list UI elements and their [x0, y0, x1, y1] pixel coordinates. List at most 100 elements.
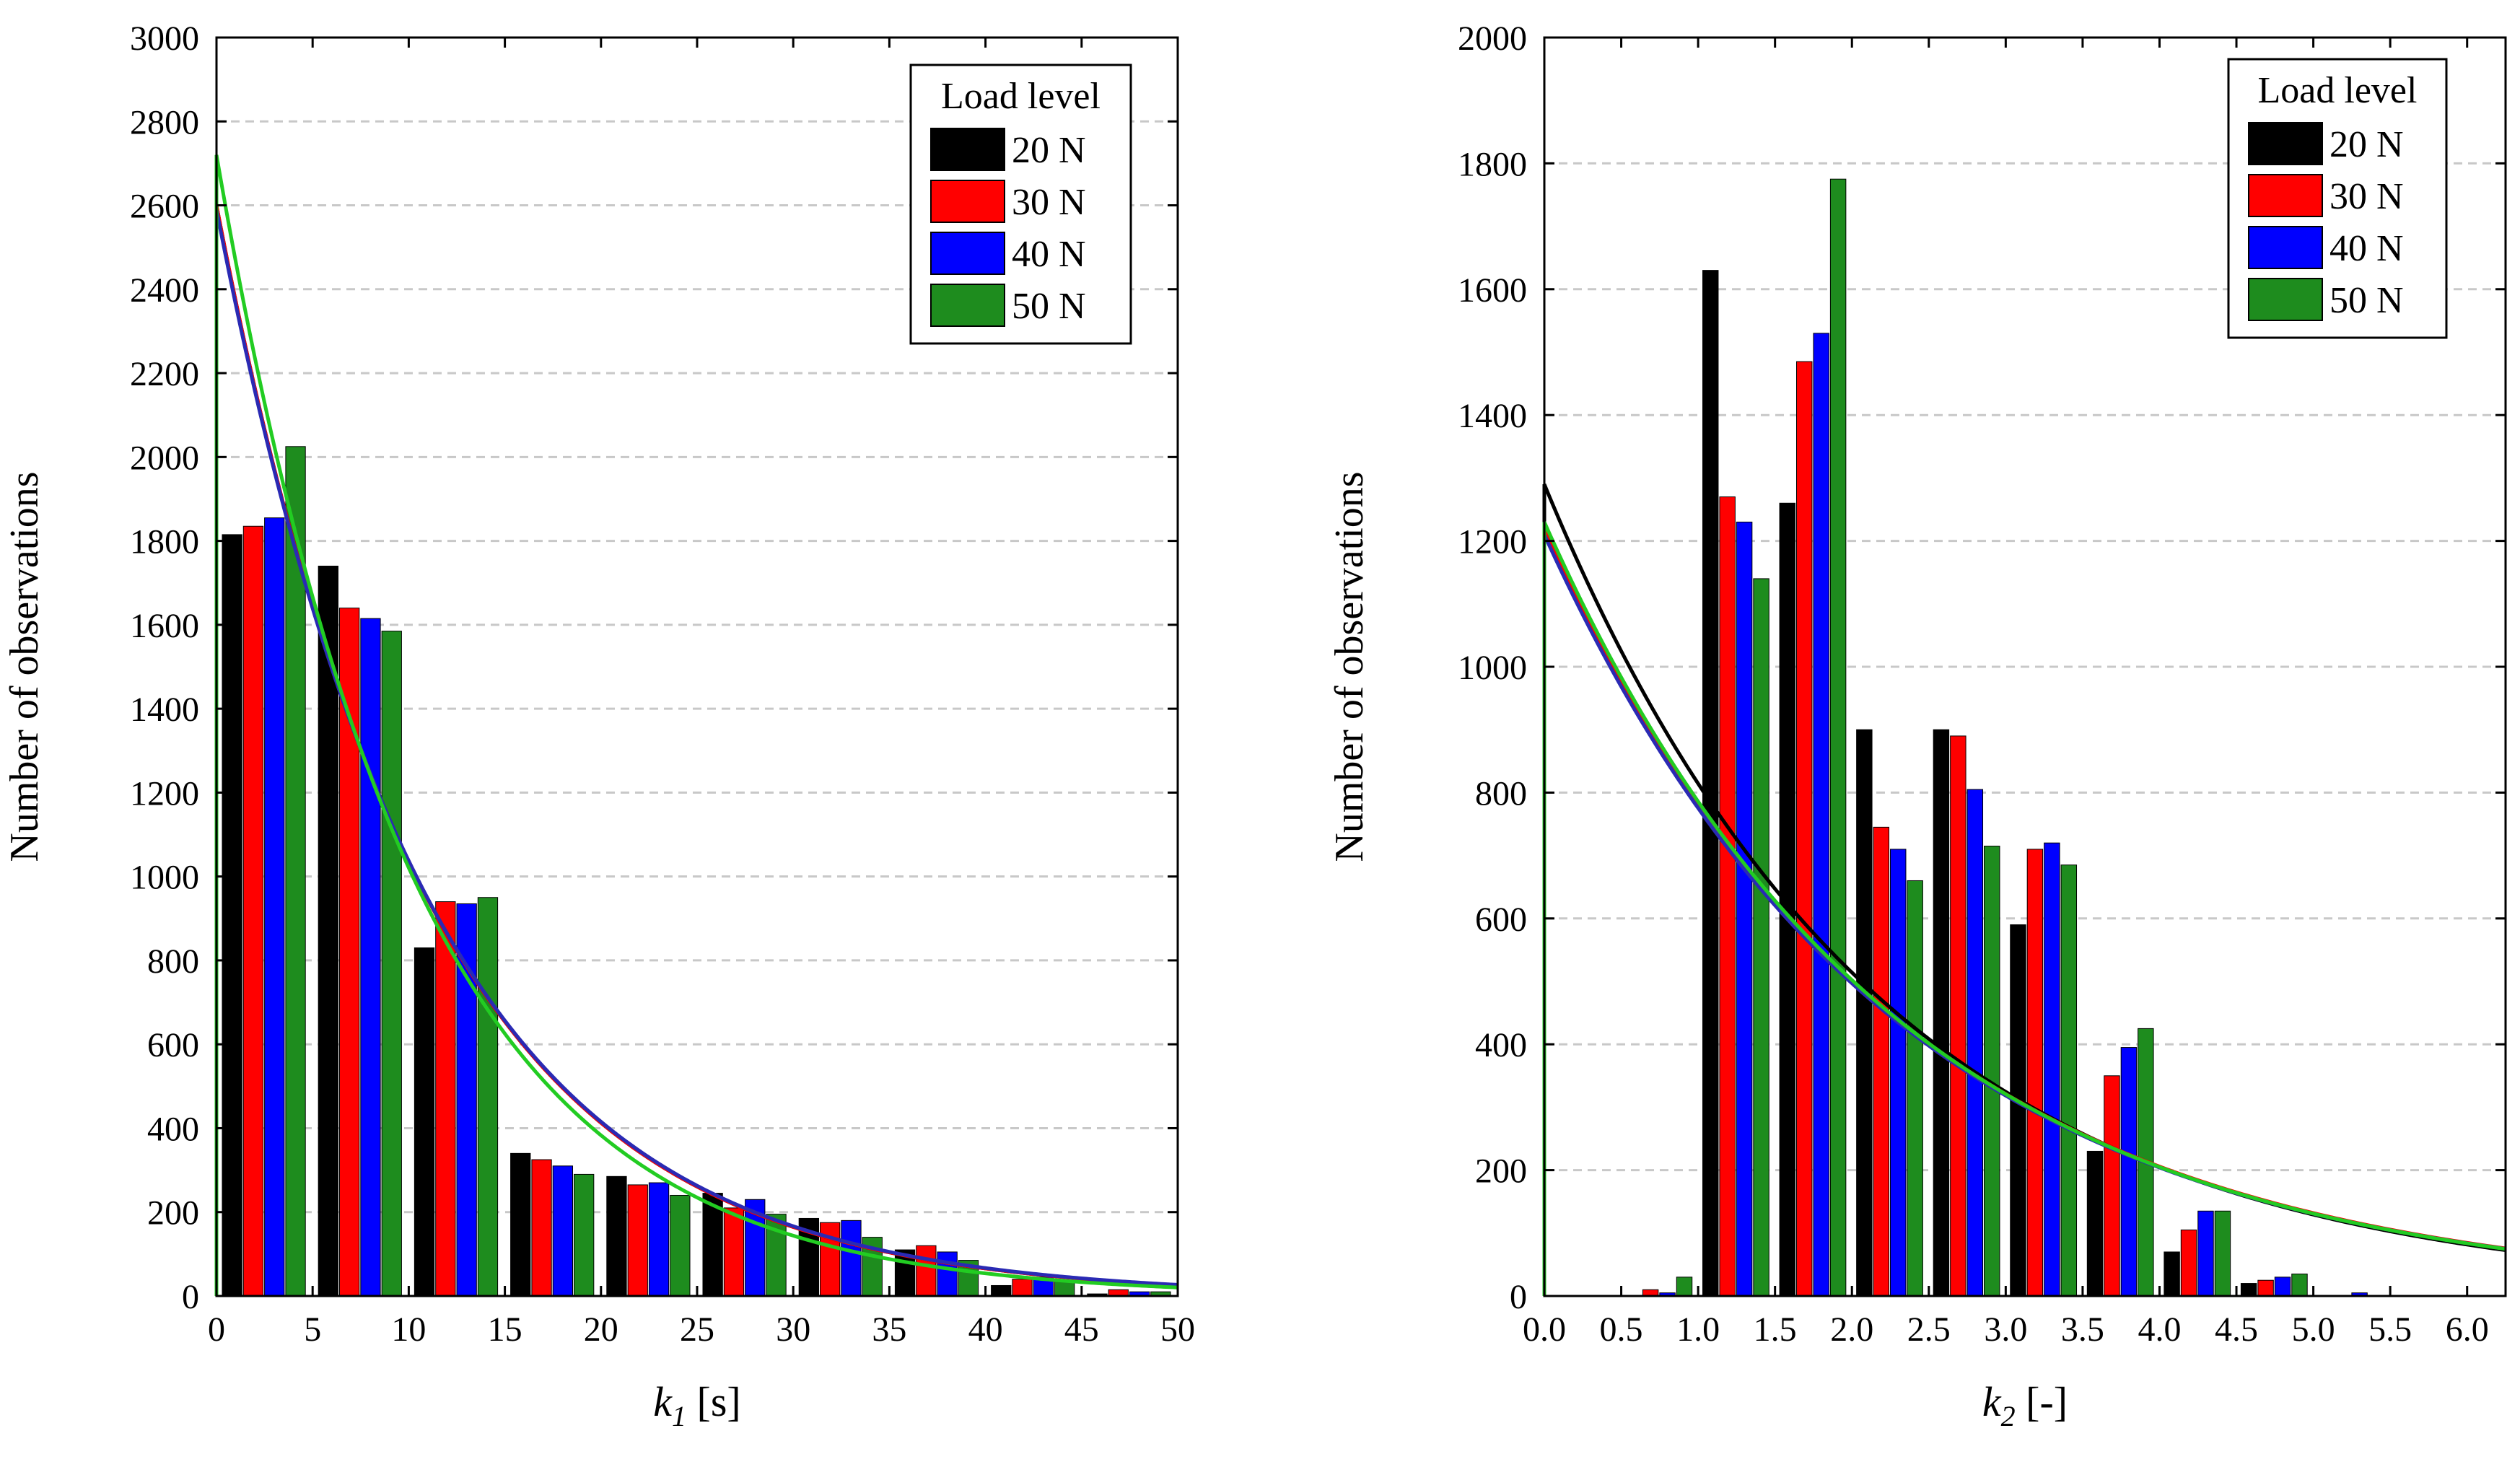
bar-30n-bin-8: [2257, 1279, 2274, 1297]
bar-50n-bin-0: [285, 446, 306, 1297]
y-tick-label: 2600: [130, 188, 199, 226]
y-tick-label: 1200: [130, 774, 199, 813]
legend-label-40n: 40 N: [2329, 228, 2404, 269]
x-tick-label: 45: [1064, 1310, 1099, 1349]
y-tick-label: 1800: [1458, 145, 1527, 183]
y-axis-label: Number of observations: [1327, 471, 1372, 862]
x-tick-label: 20: [584, 1310, 618, 1349]
fit-curve-50n: [1542, 521, 2506, 1296]
bar-20n-bin-8: [2240, 1283, 2257, 1297]
legend-label-40n: 40 N: [1012, 234, 1086, 275]
bar-40n-bin-6: [841, 1220, 862, 1297]
legend-label-30n: 30 N: [1012, 182, 1086, 223]
bar-30n-bin-4: [1950, 735, 1966, 1297]
x-tick-label: 25: [680, 1310, 714, 1349]
x-tick-label: 35: [872, 1310, 906, 1349]
bar-20n-bin-4: [606, 1175, 627, 1297]
x-tick-label: 0: [208, 1310, 225, 1349]
x-tick-label: 50: [1160, 1310, 1195, 1349]
legend-label-50n: 50 N: [1012, 286, 1086, 327]
y-tick-label: 1200: [1458, 523, 1527, 561]
x-tick-label: 2.0: [1830, 1310, 1873, 1349]
legend-label-30n: 30 N: [2329, 176, 2404, 217]
y-tick-label: 2400: [130, 271, 199, 310]
x-tick-label: 15: [488, 1310, 522, 1349]
x-tick-label: 2.5: [1907, 1310, 1951, 1349]
legend-swatch-20n: [2248, 122, 2323, 165]
x-tick-label: 1.0: [1676, 1310, 1720, 1349]
y-tick-label: 1800: [130, 523, 199, 561]
x-tick-label: 3.0: [1984, 1310, 2027, 1349]
bar-40n-bin-1: [360, 618, 381, 1297]
bar-40n-bin-3: [1890, 849, 1907, 1297]
bar-50n-bin-1: [381, 631, 402, 1297]
y-tick-label: 400: [147, 1110, 199, 1148]
bar-50n-bin-7: [2214, 1210, 2231, 1297]
x-axis-label-var: k: [653, 1378, 673, 1425]
chart-2: 0 200 400 600 800 1000 1200 1400 1600 1800 2000 0.0…: [1327, 19, 2507, 1432]
bar-40n-bin-1: [1736, 521, 1753, 1297]
y-tick-label: 2000: [130, 439, 199, 477]
bar-50n-bin-3: [574, 1173, 595, 1297]
y-tick-label: 2200: [130, 355, 199, 393]
bar-20n-bin-1: [1702, 270, 1719, 1297]
bar-30n-bin-1: [1719, 496, 1736, 1297]
bar-50n-bin-2: [477, 897, 499, 1297]
legend-swatch-40n: [2248, 226, 2323, 269]
y-tick-label: 800: [147, 942, 199, 981]
bar-20n-bin-4: [1933, 729, 1950, 1297]
x-tick-label: 3.5: [2061, 1310, 2104, 1349]
legend-swatch-30n: [2248, 174, 2323, 217]
x-tick-label: 1.5: [1754, 1310, 1797, 1349]
bar-30n-bin-5: [723, 1207, 745, 1297]
bar-30n-bin-2: [435, 901, 456, 1297]
y-tick-label: 1600: [1458, 271, 1527, 310]
bar-40n-bin-6: [2120, 1047, 2138, 1297]
bar-20n-bin-6: [2086, 1150, 2104, 1297]
legend-swatch-40n: [930, 232, 1005, 275]
legend-title: Load level: [2258, 70, 2418, 111]
legend-label-20n: 20 N: [2329, 124, 2404, 165]
bar-30n-bin-3: [531, 1159, 552, 1297]
bar-20n-bin-1: [318, 565, 338, 1297]
x-axis-label-var: k: [1982, 1378, 2002, 1425]
bar-30n-bin-2: [1796, 361, 1813, 1297]
y-tick-label: 1400: [130, 691, 199, 729]
bar-30n-bin-0: [242, 525, 264, 1297]
legend-swatch-20n: [930, 128, 1005, 171]
x-tick-label: 6.0: [2446, 1310, 2489, 1349]
bar-40n-bin-3: [552, 1165, 574, 1297]
bar-20n-bin-5: [702, 1193, 723, 1297]
y-tick-label: 400: [1475, 1026, 1527, 1064]
bar-20n-bin-5: [2010, 924, 2026, 1297]
bar-50n-bin-8: [2291, 1273, 2308, 1297]
y-tick-label: 600: [147, 1026, 199, 1064]
bar-40n-bin-8: [2274, 1277, 2291, 1297]
x-axis-label-unit: [s]: [686, 1378, 741, 1425]
x-tick-label: 30: [776, 1310, 810, 1349]
x-tick-label: 5.5: [2368, 1310, 2412, 1349]
bar-20n-bin-8: [991, 1284, 1012, 1297]
x-tick-label: 4.0: [2138, 1310, 2181, 1349]
y-tick-label: 2800: [130, 103, 199, 141]
bar-20n-bin-7: [2164, 1251, 2180, 1297]
y-tick-label: 800: [1475, 774, 1527, 813]
bar-30n-bin-7: [916, 1245, 937, 1297]
legend: Load level 20 N 30 N 40 N 50 N: [2227, 58, 2448, 339]
bar-50n-bin-4: [1984, 846, 2000, 1297]
x-tick-label: 5: [304, 1310, 321, 1349]
y-tick-label: 0: [1510, 1278, 1527, 1316]
y-tick-label: 1600: [130, 607, 199, 645]
y-tick-label: 600: [1475, 901, 1527, 939]
bar-40n-bin-7: [937, 1251, 958, 1297]
legend-label-50n: 50 N: [2329, 280, 2404, 321]
legend-title: Load level: [941, 76, 1101, 117]
bar-40n-bin-4: [1966, 789, 1984, 1297]
legend: Load level 20 N 30 N 40 N 50 N: [909, 64, 1132, 345]
bar-20n-bin-2: [414, 947, 435, 1297]
bar-40n-bin-7: [2197, 1210, 2214, 1297]
bar-40n-bin-4: [648, 1182, 670, 1297]
y-tick-label: 2000: [1458, 19, 1527, 58]
bar-30n-bin-5: [2026, 849, 2044, 1297]
